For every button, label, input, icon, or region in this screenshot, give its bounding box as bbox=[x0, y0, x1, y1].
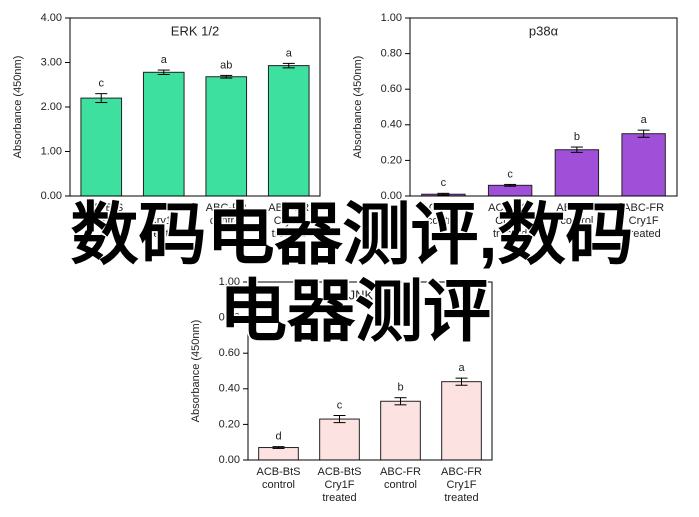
y-tick-label: 2.00 bbox=[41, 101, 62, 113]
watermark-text: 数码电器测评,数码 bbox=[71, 197, 634, 273]
chart-title: ERK 1/2 bbox=[171, 23, 219, 38]
significance-letter: b bbox=[397, 382, 403, 394]
y-tick-label: 0.60 bbox=[381, 83, 402, 95]
significance-letter: c bbox=[99, 78, 105, 90]
significance-letter: c bbox=[337, 399, 343, 411]
x-tick-label: ABC-FR bbox=[623, 202, 664, 214]
bar bbox=[319, 418, 360, 461]
chart-title: p38α bbox=[529, 23, 559, 38]
x-tick-label: Cry1F bbox=[274, 215, 304, 227]
y-tick-label: 0.40 bbox=[381, 119, 402, 131]
y-tick-label: 0.40 bbox=[219, 383, 240, 395]
bar bbox=[258, 447, 299, 461]
x-tick-label: ABC-FR bbox=[441, 466, 482, 478]
bar bbox=[80, 97, 123, 197]
x-tick-label: treated bbox=[444, 492, 478, 504]
significance-letter: a bbox=[458, 362, 465, 374]
x-tick-label: Cry1F bbox=[495, 215, 525, 227]
significance-letter: c bbox=[441, 177, 447, 189]
y-tick-label: 0.00 bbox=[219, 454, 240, 466]
significance-letter: d bbox=[275, 431, 281, 443]
y-tick-label: 0.60 bbox=[219, 347, 240, 359]
plot-frame bbox=[409, 17, 678, 197]
x-tick-label: Cry1F bbox=[447, 479, 477, 491]
significance-letter: b bbox=[574, 131, 580, 143]
significance-letter: a bbox=[641, 114, 648, 126]
x-tick-label: ACB-BtS bbox=[317, 466, 361, 478]
y-axis-label: Absorbance (450nm) bbox=[190, 320, 202, 423]
y-axis-label: Absorbance (450nm) bbox=[352, 56, 364, 159]
bar bbox=[441, 381, 482, 461]
plot-frame bbox=[69, 17, 321, 197]
y-tick-label: 0.20 bbox=[381, 154, 402, 166]
y-axis-label: Absorbance (450nm) bbox=[12, 56, 24, 159]
x-tick-label: treated bbox=[322, 492, 356, 504]
x-tick-label: Cry1F bbox=[629, 215, 659, 227]
y-tick-label: 4.00 bbox=[41, 12, 62, 24]
x-tick-label: control bbox=[560, 215, 593, 227]
plot-frame bbox=[247, 281, 493, 461]
y-tick-label: 1.00 bbox=[41, 145, 62, 157]
y-tick-label: 0.00 bbox=[381, 190, 402, 202]
significance-letter: c bbox=[507, 168, 513, 180]
x-tick-label: ACB-BtS bbox=[142, 202, 186, 214]
x-tick-label: ABC-FR bbox=[556, 202, 597, 214]
x-tick-label: ABC-FR bbox=[206, 202, 247, 214]
bar bbox=[487, 184, 533, 197]
bar bbox=[142, 71, 185, 197]
x-tick-label: control bbox=[427, 215, 460, 227]
x-tick-label: control bbox=[384, 479, 417, 491]
y-tick-label: 3.00 bbox=[41, 56, 62, 68]
bar bbox=[621, 133, 666, 197]
x-tick-label: ACB-BtS bbox=[256, 466, 300, 478]
significance-letter: a bbox=[286, 47, 293, 59]
x-tick-label: treated bbox=[272, 228, 306, 240]
x-tick-label: treated bbox=[493, 228, 527, 240]
x-tick-label: ABC-FR bbox=[380, 466, 421, 478]
y-tick-label: 0.00 bbox=[41, 190, 62, 202]
y-tick-label: 1.00 bbox=[219, 276, 240, 288]
bar bbox=[205, 76, 248, 197]
bar bbox=[554, 149, 600, 197]
x-tick-label: control bbox=[210, 215, 243, 227]
significance-letter: a bbox=[161, 54, 168, 66]
significance-letter: ab bbox=[220, 59, 232, 71]
x-tick-label: ACB-BtS bbox=[488, 202, 532, 214]
x-tick-label: ACB-BtS bbox=[79, 202, 123, 214]
x-tick-label: ACB-BtS bbox=[421, 202, 465, 214]
watermark-text: 电器测评 bbox=[219, 274, 491, 350]
y-tick-label: 0.80 bbox=[381, 48, 402, 60]
x-tick-label: Cry1F bbox=[149, 215, 179, 227]
y-tick-label: 0.20 bbox=[219, 418, 240, 430]
bar bbox=[380, 400, 421, 461]
bar bbox=[267, 65, 310, 197]
x-tick-label: treated bbox=[627, 228, 661, 240]
x-tick-label: control bbox=[262, 479, 295, 491]
chart-title: JNK1/2 bbox=[349, 287, 392, 302]
x-tick-label: Cry1F bbox=[325, 479, 355, 491]
y-tick-label: 0.80 bbox=[219, 312, 240, 324]
x-tick-label: treated bbox=[147, 228, 181, 240]
x-tick-label: control bbox=[85, 215, 118, 227]
y-tick-label: 1.00 bbox=[381, 12, 402, 24]
x-tick-label: ABC-FR bbox=[268, 202, 309, 214]
